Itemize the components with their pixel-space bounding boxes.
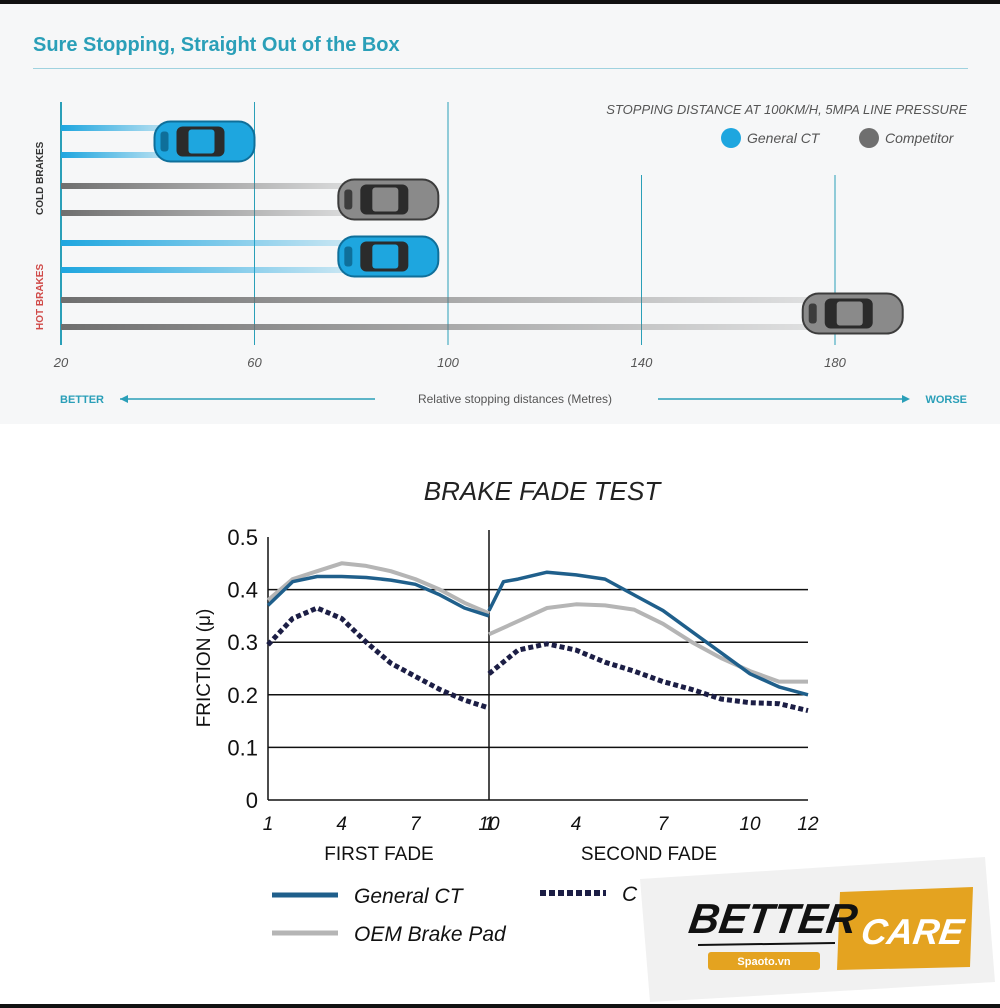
stop-x-tick-label: 100 bbox=[437, 355, 459, 370]
stop-x-tick-label: 60 bbox=[247, 355, 262, 370]
group-label-first: FIRST FADE bbox=[324, 844, 433, 865]
x-axis-label: Relative stopping distances (Metres) bbox=[418, 392, 612, 406]
better-care-logo: BETTER CARE Spaoto.vn bbox=[640, 857, 995, 1002]
fade-x-tick-label: 7 bbox=[658, 814, 670, 835]
stop-x-tick-label: 180 bbox=[824, 355, 846, 370]
general-car-icon bbox=[153, 120, 256, 163]
fade-chart-title: BRAKE FADE TEST bbox=[424, 476, 663, 506]
series-line-oem-brake-pad-first bbox=[266, 561, 490, 616]
fade-y-tick-label: 0.4 bbox=[227, 578, 258, 603]
logo-word-better: BETTER bbox=[686, 895, 861, 942]
fade-y-tick-label: 0.3 bbox=[227, 630, 258, 655]
stop-bar bbox=[61, 297, 833, 303]
car-roof bbox=[372, 244, 399, 269]
fade-x-tick-label: 1 bbox=[263, 814, 274, 835]
group-label-second: SECOND FADE bbox=[581, 844, 717, 865]
section-title: Sure Stopping, Straight Out of the Box bbox=[33, 34, 400, 56]
car-rear bbox=[160, 131, 169, 152]
stop-chart-title: STOPPING DISTANCE AT 100KM/H, 5MPA LINE … bbox=[606, 102, 967, 117]
legend-text-general: General CT bbox=[354, 885, 465, 908]
legend-marker-competitor bbox=[859, 128, 879, 148]
fade-y-tick-label: 0.2 bbox=[227, 683, 258, 708]
competitor-car-icon bbox=[337, 178, 440, 221]
category-label-cold: COLD BRAKES bbox=[35, 141, 46, 215]
stop-bar bbox=[61, 183, 369, 189]
category-label-hot: HOT BRAKES bbox=[35, 264, 46, 330]
stop-x-tick-label: 20 bbox=[53, 355, 69, 370]
car-roof bbox=[188, 129, 215, 154]
logo-box bbox=[837, 887, 973, 970]
stopping-distance-chart: STOPPING DISTANCE AT 100KM/H, 5MPA LINE … bbox=[35, 102, 967, 406]
fade-x-tick-label: 4 bbox=[336, 814, 347, 835]
competitor-car-icon bbox=[801, 292, 904, 335]
top-frame-border bbox=[0, 0, 1000, 4]
fade-x-tick-label: 7 bbox=[410, 814, 422, 835]
fade-y-tick-label: 0 bbox=[246, 788, 258, 813]
stop-bar bbox=[61, 240, 369, 246]
logo-sub-text: Spaoto.vn bbox=[737, 956, 790, 968]
fade-x-tick-label: 12 bbox=[797, 814, 819, 835]
car-roof bbox=[372, 187, 399, 212]
stop-x-tick-label: 140 bbox=[631, 355, 653, 370]
legend-text-oem: OEM Brake Pad bbox=[354, 923, 507, 946]
worse-arrow-head bbox=[902, 395, 910, 403]
legend-marker-general bbox=[721, 128, 741, 148]
worse-label: WORSE bbox=[925, 394, 967, 406]
legend-label-competitor: Competitor bbox=[885, 130, 955, 146]
general-car-icon bbox=[337, 235, 440, 278]
series-line-c-second bbox=[487, 641, 809, 714]
series-line-oem-brake-pad-second bbox=[488, 602, 808, 684]
series-line-c-first bbox=[266, 605, 490, 711]
logo-sub-badge bbox=[708, 952, 820, 970]
legend-text-c: C bbox=[622, 883, 638, 906]
logo-underline bbox=[697, 942, 836, 946]
fade-y-tick-label: 0.1 bbox=[227, 735, 258, 760]
legend-label-general: General CT bbox=[747, 130, 821, 146]
car-roof bbox=[836, 301, 863, 326]
logo-word-care: CARE bbox=[859, 911, 969, 952]
series-line-general-ct-second bbox=[487, 570, 809, 697]
fade-x-tick-label: 4 bbox=[571, 814, 582, 835]
series-line-general-ct-first bbox=[266, 574, 490, 618]
bottom-frame-border bbox=[0, 1004, 1000, 1008]
stop-bar bbox=[61, 125, 185, 131]
stop-bar bbox=[61, 210, 369, 216]
title-divider bbox=[33, 68, 968, 69]
better-label: BETTER bbox=[60, 394, 104, 406]
fade-x-tick-label: 1 bbox=[484, 814, 495, 835]
car-rear bbox=[808, 303, 817, 324]
fade-y-tick-label: 0.5 bbox=[227, 525, 258, 550]
stop-bar bbox=[61, 267, 369, 273]
car-rear bbox=[344, 189, 353, 210]
car-rear bbox=[344, 246, 353, 267]
stop-bar bbox=[61, 324, 833, 330]
fade-x-tick-label: 10 bbox=[478, 814, 500, 835]
stop-bar bbox=[61, 152, 185, 158]
fade-x-tick-label: 10 bbox=[739, 814, 761, 835]
fade-y-axis-label: FRICTION (μ) bbox=[194, 609, 215, 728]
better-arrow-head bbox=[120, 395, 128, 403]
